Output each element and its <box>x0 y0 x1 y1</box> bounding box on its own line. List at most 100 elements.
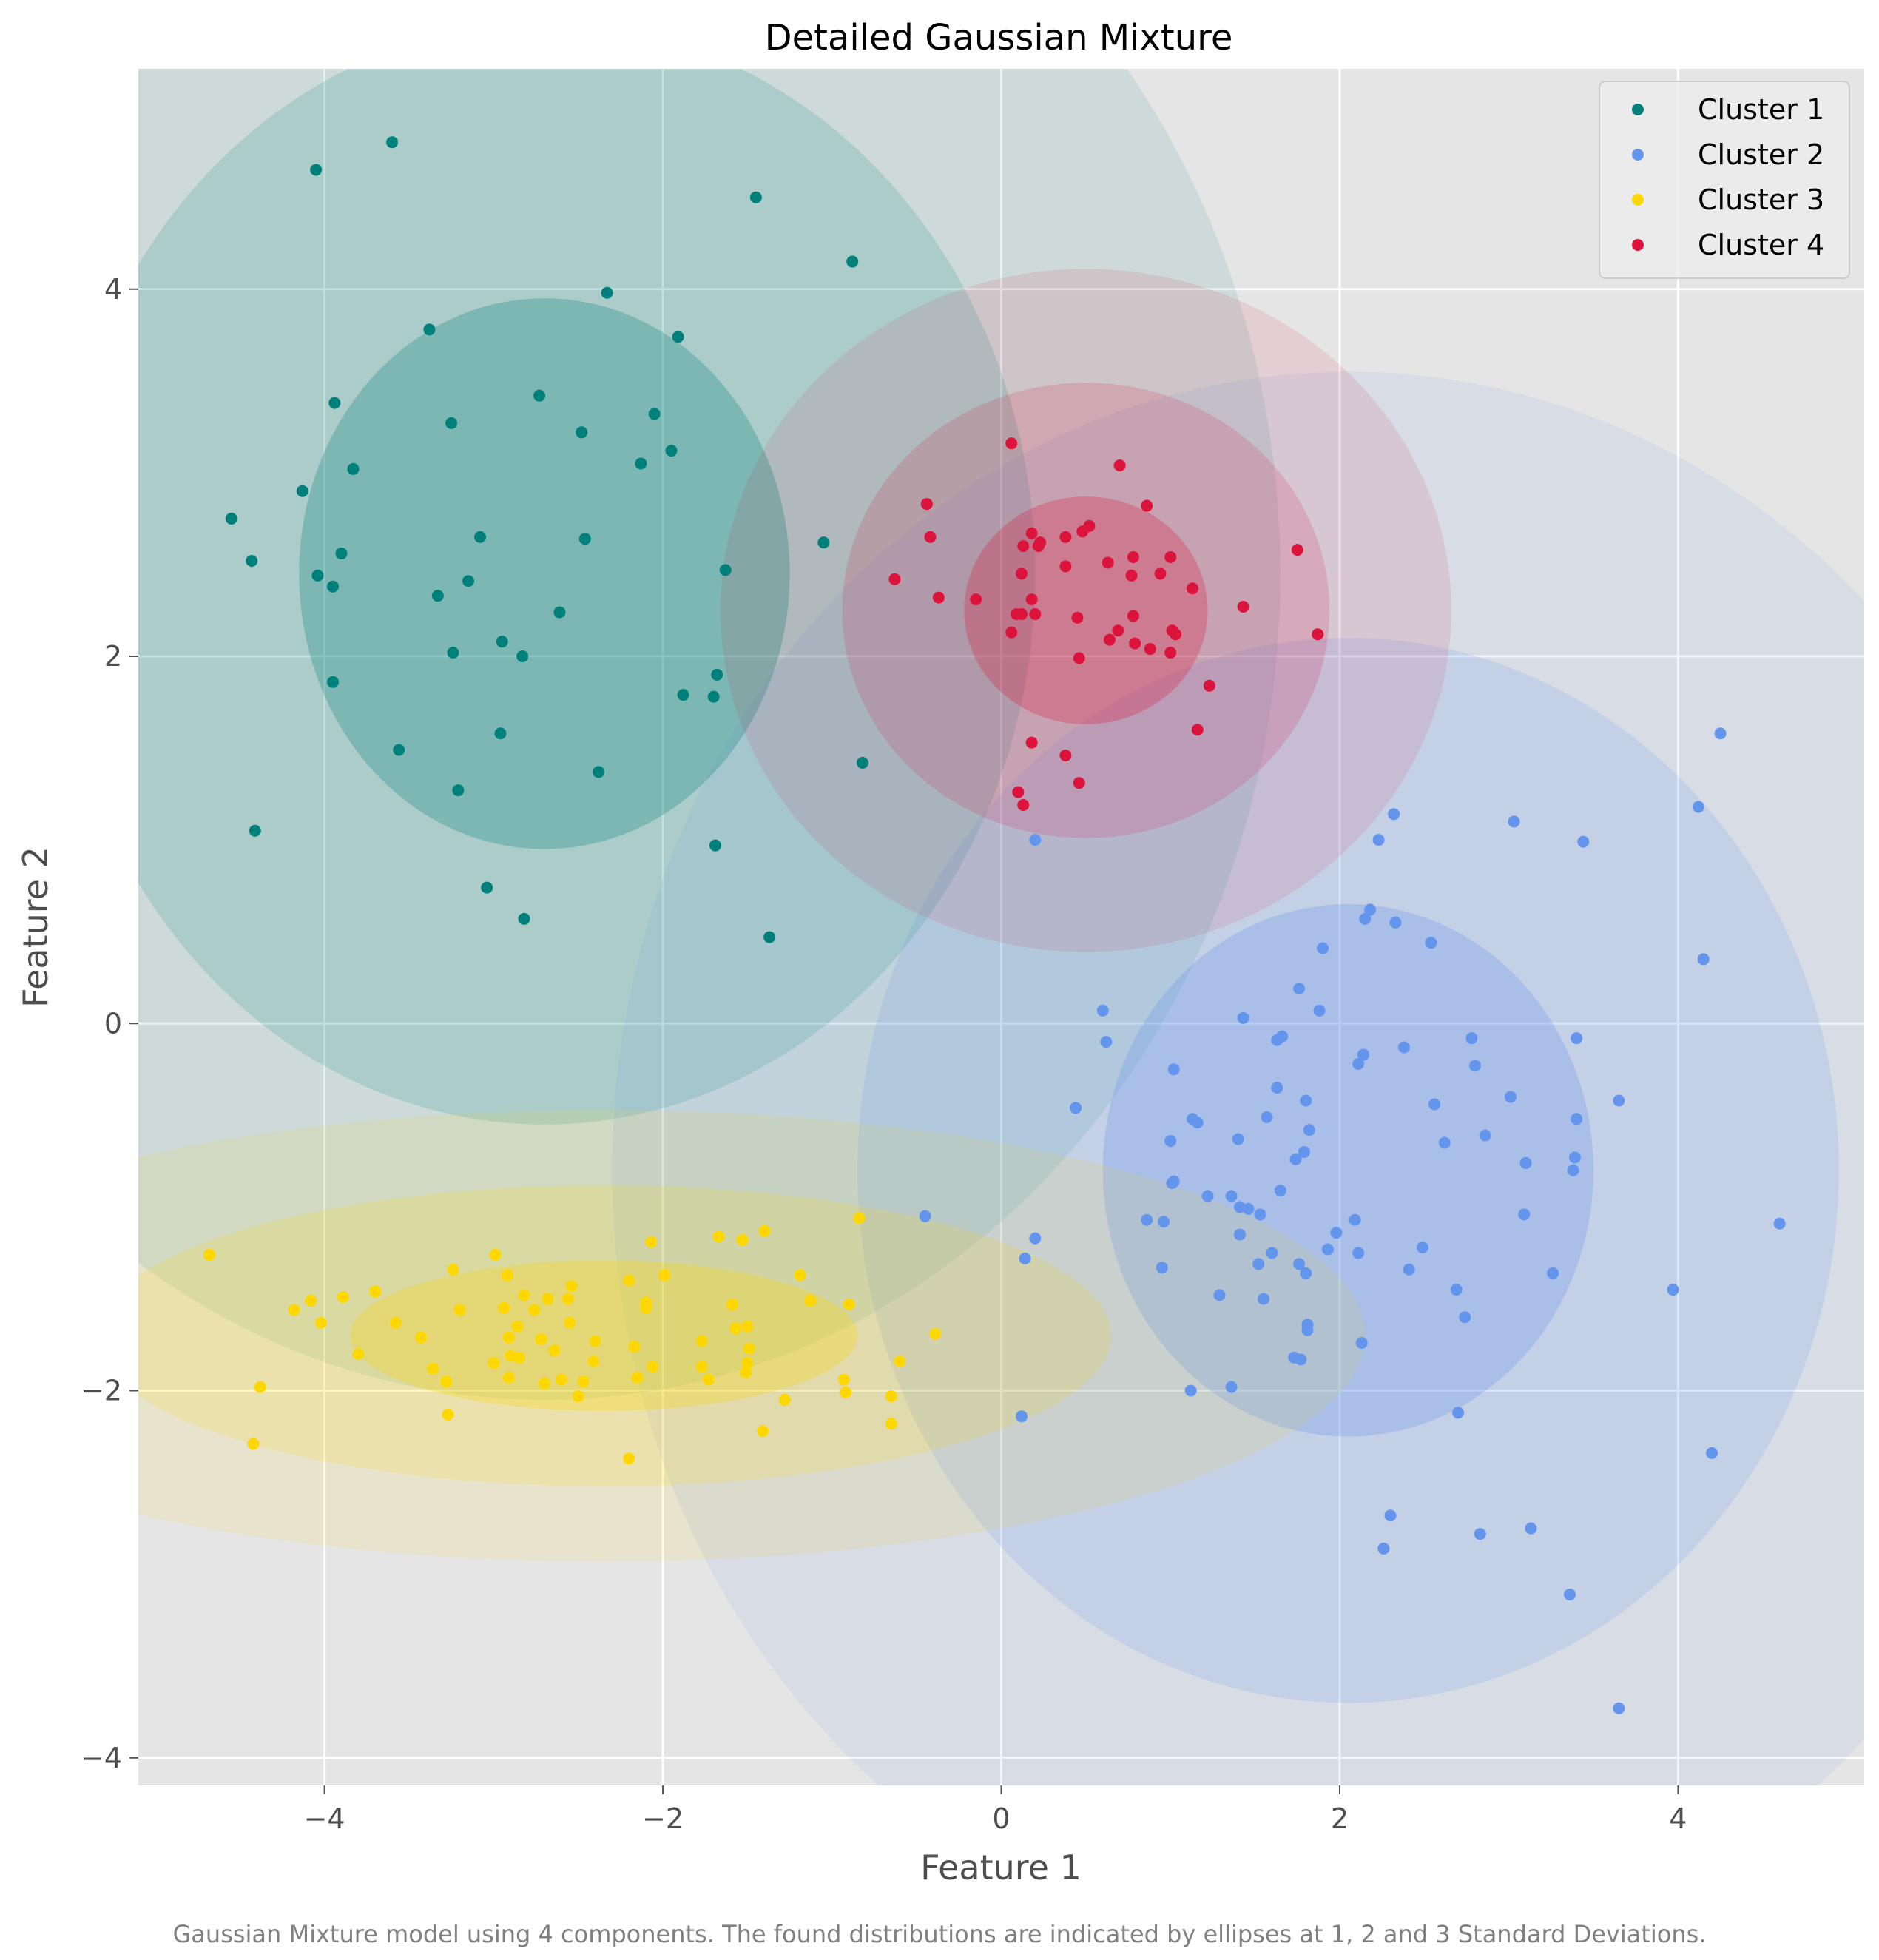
scatter-point <box>335 548 348 560</box>
scatter-point <box>1266 1247 1278 1259</box>
scatter-point <box>1029 607 1042 620</box>
scatter-point <box>1519 1156 1532 1169</box>
scatter-point <box>249 824 261 837</box>
scatter-point <box>589 1335 601 1347</box>
scatter-point <box>1274 1185 1286 1197</box>
scatter-point <box>1025 527 1038 539</box>
scatter-point <box>452 784 465 797</box>
scatter-point <box>481 881 493 894</box>
legend-label: Cluster 2 <box>1698 138 1824 171</box>
chart-title: Detailed Gaussian Mixture <box>765 17 1233 58</box>
scatter-point <box>1377 1542 1390 1555</box>
scatter-point <box>1295 1353 1307 1366</box>
scatter-point <box>740 1366 752 1378</box>
legend-marker <box>1632 104 1644 115</box>
scatter-point <box>1015 607 1028 620</box>
scatter-point <box>1005 626 1018 639</box>
scatter-point <box>1012 786 1025 798</box>
scatter-point <box>315 1316 328 1329</box>
scatter-point <box>1384 1509 1397 1522</box>
scatter-point <box>648 408 661 420</box>
scatter-point <box>1313 1004 1326 1017</box>
scatter-point <box>628 1340 641 1353</box>
scatter-point <box>758 1225 771 1237</box>
scatter-point <box>1154 568 1167 580</box>
scatter-point <box>501 1269 513 1282</box>
scatter-point <box>1479 1129 1491 1142</box>
scatter-point <box>1242 1202 1255 1215</box>
scatter-point <box>894 1355 906 1367</box>
scatter-point <box>548 1344 561 1356</box>
scatter-point <box>1577 835 1590 848</box>
scatter-point <box>254 1381 266 1393</box>
sd-ellipse-2 <box>138 1185 1111 1486</box>
scatter-point <box>1059 750 1072 761</box>
scatter-point <box>919 1210 931 1222</box>
scatter-point <box>445 417 458 429</box>
scatter-point <box>1017 798 1030 811</box>
scatter-point <box>328 397 341 409</box>
y-tick-label: 2 <box>104 640 122 673</box>
scatter-point <box>1029 1232 1042 1245</box>
legend-label: Cluster 1 <box>1698 93 1824 126</box>
scatter-point <box>393 744 405 756</box>
y-tick-label: −2 <box>81 1375 122 1407</box>
scatter-point <box>1613 1094 1625 1107</box>
scatter-point <box>1300 1267 1312 1279</box>
scatter-point <box>1191 724 1204 736</box>
scatter-point <box>1184 1384 1197 1397</box>
scatter-point <box>288 1304 300 1316</box>
scatter-point <box>1352 1057 1365 1070</box>
scatter-point <box>1571 1032 1583 1045</box>
scatter-point <box>1312 628 1324 641</box>
scatter-point <box>447 647 459 659</box>
scatter-point <box>1706 1447 1718 1459</box>
scatter-point <box>631 1372 644 1384</box>
scatter-point <box>647 1361 659 1373</box>
scatter-point <box>929 1327 942 1340</box>
scatter-point <box>741 1357 754 1370</box>
scatter-point <box>778 1393 791 1406</box>
scatter-point <box>489 1248 502 1261</box>
scatter-point <box>462 575 475 587</box>
scatter-point <box>741 1320 754 1333</box>
scatter-point <box>843 1298 855 1310</box>
scatter-point <box>1293 1258 1306 1270</box>
scatter-point <box>763 931 776 943</box>
scatter-point <box>1129 637 1141 650</box>
scatter-point <box>635 457 647 470</box>
scatter-point <box>386 136 399 149</box>
scatter-point <box>1158 1216 1170 1228</box>
scatter-point <box>1070 1102 1082 1114</box>
scatter-point <box>1102 556 1114 569</box>
scatter-point <box>1438 1136 1451 1149</box>
scatter-point <box>587 1355 600 1367</box>
scatter-point <box>1291 544 1303 556</box>
scatter-point <box>447 1263 459 1276</box>
scatter-point <box>1032 540 1045 553</box>
sd-ellipse-2 <box>857 638 1839 1703</box>
scatter-point <box>1164 647 1177 659</box>
scatter-point <box>709 839 721 852</box>
scatter-point <box>538 1377 550 1390</box>
sd-ellipse-3 <box>612 371 1864 1785</box>
scatter-point <box>970 593 982 606</box>
scatter-point <box>920 498 933 511</box>
scatter-point <box>1125 569 1138 582</box>
scatter-point <box>247 1438 260 1450</box>
scatter-point <box>1112 624 1124 637</box>
y-axis-label: Feature 2 <box>16 846 55 1008</box>
scatter-point <box>1697 953 1710 966</box>
scatter-point <box>535 1333 547 1346</box>
scatter-point <box>1518 1208 1531 1221</box>
scatter-point <box>888 573 901 585</box>
scatter-point <box>1474 1528 1486 1540</box>
scatter-point <box>1298 1145 1310 1158</box>
scatter-point <box>1073 777 1085 789</box>
scatter-point <box>1225 1381 1238 1393</box>
scatter-point <box>1547 1267 1559 1279</box>
scatter-point <box>431 590 444 602</box>
scatter-point <box>511 1320 524 1333</box>
scatter-point <box>426 1362 439 1375</box>
